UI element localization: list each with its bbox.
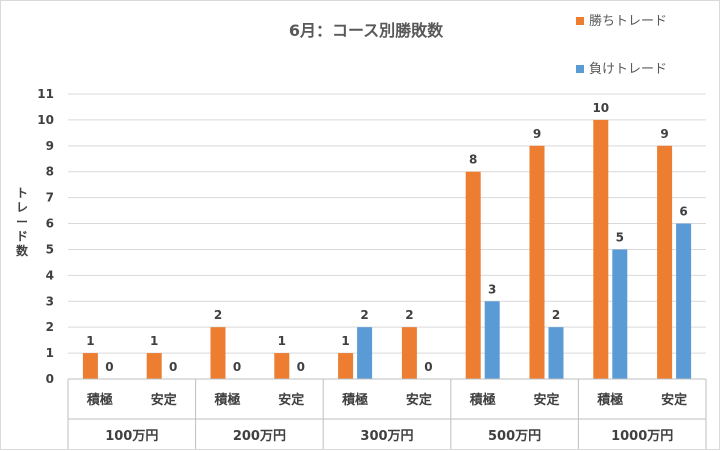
bar [82,353,98,379]
data-label: 2 [405,308,413,322]
data-label: 0 [297,360,305,374]
bar [338,353,354,379]
data-label: 9 [660,127,668,141]
bar [274,353,290,379]
bar [676,223,692,379]
data-label: 1 [150,334,158,348]
y-tick-label: 0 [46,372,54,386]
data-label: 0 [105,360,113,374]
y-tick-label: 6 [46,217,54,231]
bar [548,327,564,379]
x-category-label: 積極 [469,392,496,408]
legend-swatch [576,17,584,25]
y-tick-label: 2 [46,320,54,334]
y-tick-label: 5 [46,242,54,256]
x-category-label: 積極 [213,392,240,408]
x-category-label: 安定 [406,392,432,408]
data-label: 1 [278,334,286,348]
data-label: 3 [488,282,496,296]
x-group-label: 200万円 [233,429,286,444]
bar [146,353,162,379]
bar [484,301,500,379]
bar [593,119,609,379]
legend-label: 勝ちトレード [589,14,667,29]
y-tick-label: 9 [46,139,54,153]
data-label: 6 [679,205,687,219]
bar [210,327,226,379]
data-label: 0 [424,360,432,374]
x-category-label: 安定 [533,392,559,408]
x-category-label: 積極 [596,392,623,408]
y-tick-label: 4 [46,268,54,282]
x-group-label: 1000万円 [611,429,673,444]
data-label: 2 [214,308,222,322]
bar [657,145,673,379]
data-label: 5 [616,230,624,244]
y-tick-label: 10 [37,113,54,127]
data-label: 9 [533,127,541,141]
y-axis-label: トレード数 [16,186,29,258]
data-label: 8 [469,153,477,167]
y-tick-label: 11 [37,87,54,101]
y-axis-title: トレード数 [16,186,29,258]
bar [465,171,481,379]
x-group-label: 300万円 [360,429,413,444]
y-tick-label: 7 [46,191,54,205]
data-label: 0 [233,360,241,374]
data-label: 2 [360,308,368,322]
x-category-label: 積極 [86,392,113,408]
gridlines [68,93,706,354]
x-category-label: 積極 [341,392,368,408]
x-group-label: 500万円 [488,429,541,444]
legend-label: 負けトレード [589,62,667,77]
y-tick-label: 8 [46,165,54,179]
data-label: 1 [341,334,349,348]
legend-swatch [576,65,584,73]
data-label: 0 [169,360,177,374]
data-label: 1 [86,334,94,348]
data-label: 2 [552,308,560,322]
chart-title: 6月：コース別勝敗数 [289,21,444,40]
x-category-label: 安定 [661,392,687,408]
bars [82,119,692,379]
x-axis: 積極 安定 積極 安定 積極 安定 積極 安定 積極 安定 100万円 200万円 300万円 500万円… [67,378,707,449]
x-category-label: 安定 [278,392,304,408]
bar [401,327,417,379]
x-category-label: 安定 [151,392,177,408]
bar [529,145,545,379]
y-tick-label: 3 [46,294,54,308]
y-tick-label: 1 [46,346,54,360]
y-axis-ticks: 0 1 2 3 4 5 6 7 8 9 10 11 [37,87,54,386]
x-group-label: 100万円 [105,429,158,444]
data-label: 10 [592,101,609,115]
bar [612,249,628,379]
bar [357,327,373,379]
